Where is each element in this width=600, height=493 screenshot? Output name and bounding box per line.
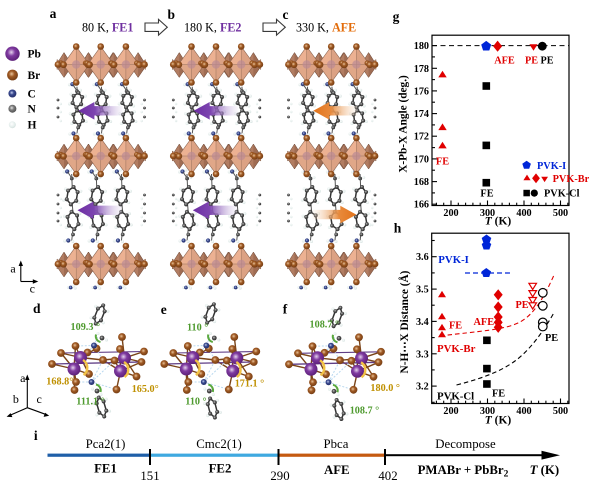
svg-text:AFE: AFE xyxy=(474,317,495,328)
svg-text:H: H xyxy=(28,120,37,132)
svg-text:PVK-Cl: PVK-Cl xyxy=(544,188,580,199)
svg-text:3.4: 3.4 xyxy=(416,317,429,328)
svg-text:C: C xyxy=(28,88,36,100)
svg-text:171.1 °: 171.1 ° xyxy=(235,379,265,390)
svg-text:AFE: AFE xyxy=(324,463,350,477)
svg-text:i: i xyxy=(34,428,38,443)
svg-text:400: 400 xyxy=(516,406,531,417)
svg-text:c: c xyxy=(283,7,289,22)
svg-text:g: g xyxy=(393,9,400,24)
svg-text:180 K, FE2: 180 K, FE2 xyxy=(184,21,241,35)
svg-text:T (K): T (K) xyxy=(530,463,560,477)
svg-text:b: b xyxy=(13,392,19,406)
svg-text:166: 166 xyxy=(414,200,429,211)
svg-text:e: e xyxy=(161,302,167,317)
svg-text:PVK-I: PVK-I xyxy=(537,161,566,172)
svg-text:402: 402 xyxy=(378,469,397,483)
svg-text:b: b xyxy=(167,7,175,22)
svg-text:PVK-Cl: PVK-Cl xyxy=(437,391,474,403)
svg-text:200: 200 xyxy=(443,208,458,219)
svg-text:180: 180 xyxy=(414,41,429,52)
svg-text:a: a xyxy=(20,371,26,385)
svg-text:c: c xyxy=(30,282,35,296)
svg-text:178: 178 xyxy=(414,64,429,75)
svg-text:Pb: Pb xyxy=(28,49,41,61)
svg-text:109.3 °: 109.3 ° xyxy=(71,322,101,333)
svg-text:111.1 °: 111.1 ° xyxy=(76,397,104,408)
svg-text:PE: PE xyxy=(516,300,529,311)
svg-text:d: d xyxy=(33,301,41,316)
svg-text:Cmc2(1): Cmc2(1) xyxy=(196,437,242,451)
svg-text:FE: FE xyxy=(436,156,449,167)
svg-text:PE: PE xyxy=(525,55,538,66)
svg-text:f: f xyxy=(283,301,288,316)
svg-text:168: 168 xyxy=(414,177,429,188)
svg-text:151: 151 xyxy=(140,469,159,483)
svg-text:PVK-Br: PVK-Br xyxy=(553,174,590,185)
svg-text:3.6: 3.6 xyxy=(416,252,429,263)
svg-text:3.3: 3.3 xyxy=(416,349,429,360)
svg-text:500: 500 xyxy=(553,208,568,219)
svg-text:FE: FE xyxy=(449,321,462,332)
svg-text:300: 300 xyxy=(480,406,495,417)
svg-text:h: h xyxy=(394,221,402,236)
svg-text:Pbca: Pbca xyxy=(324,437,349,451)
svg-text:110 °: 110 ° xyxy=(187,323,208,334)
svg-text:Br: Br xyxy=(28,70,41,82)
svg-text:FE1: FE1 xyxy=(94,462,117,476)
svg-text:176: 176 xyxy=(414,86,429,97)
svg-text:FE: FE xyxy=(492,389,505,400)
svg-text:a: a xyxy=(10,262,16,276)
svg-text:174: 174 xyxy=(414,109,429,120)
svg-text:330 K, AFE: 330 K, AFE xyxy=(296,21,356,35)
svg-text:108.7 °: 108.7 ° xyxy=(350,406,380,417)
svg-text:180.0 °: 180.0 ° xyxy=(370,383,400,394)
svg-text:PMABr + PbBr2: PMABr + PbBr2 xyxy=(418,463,509,480)
svg-text:500: 500 xyxy=(553,406,568,417)
svg-text:T (K): T (K) xyxy=(485,415,512,427)
svg-text:165.0°: 165.0° xyxy=(132,384,159,395)
svg-text:80 K, FE1: 80 K, FE1 xyxy=(82,21,133,35)
svg-text:168.8°: 168.8° xyxy=(46,377,73,388)
svg-text:FE: FE xyxy=(480,189,493,200)
svg-text:200: 200 xyxy=(443,406,458,417)
svg-text:110 °: 110 ° xyxy=(185,397,206,408)
svg-text:290: 290 xyxy=(270,469,289,483)
svg-text:X-Pb-X Angle (deg.): X-Pb-X Angle (deg.) xyxy=(398,75,410,173)
svg-text:300: 300 xyxy=(480,208,495,219)
svg-text:3.5: 3.5 xyxy=(416,285,429,296)
svg-text:172: 172 xyxy=(414,132,429,143)
svg-text:T (K): T (K) xyxy=(485,216,512,228)
svg-text:PE: PE xyxy=(545,333,558,344)
svg-text:PVK-Br: PVK-Br xyxy=(437,343,476,355)
svg-text:3.2: 3.2 xyxy=(416,382,429,393)
svg-text:170: 170 xyxy=(414,154,429,165)
svg-text:108.7 °: 108.7 ° xyxy=(310,319,340,330)
svg-text:AFE: AFE xyxy=(494,55,515,66)
svg-text:Decompose: Decompose xyxy=(435,437,496,451)
svg-text:a: a xyxy=(50,6,57,21)
svg-text:PE: PE xyxy=(540,55,553,66)
svg-text:PVK-I: PVK-I xyxy=(438,254,469,266)
svg-text:Pca2(1): Pca2(1) xyxy=(86,437,126,451)
svg-text:N: N xyxy=(28,104,37,116)
svg-text:N-H⋯X Distance (Å): N-H⋯X Distance (Å) xyxy=(399,270,411,373)
svg-text:FE2: FE2 xyxy=(209,462,232,476)
svg-text:400: 400 xyxy=(516,208,531,219)
svg-text:c: c xyxy=(37,392,42,406)
